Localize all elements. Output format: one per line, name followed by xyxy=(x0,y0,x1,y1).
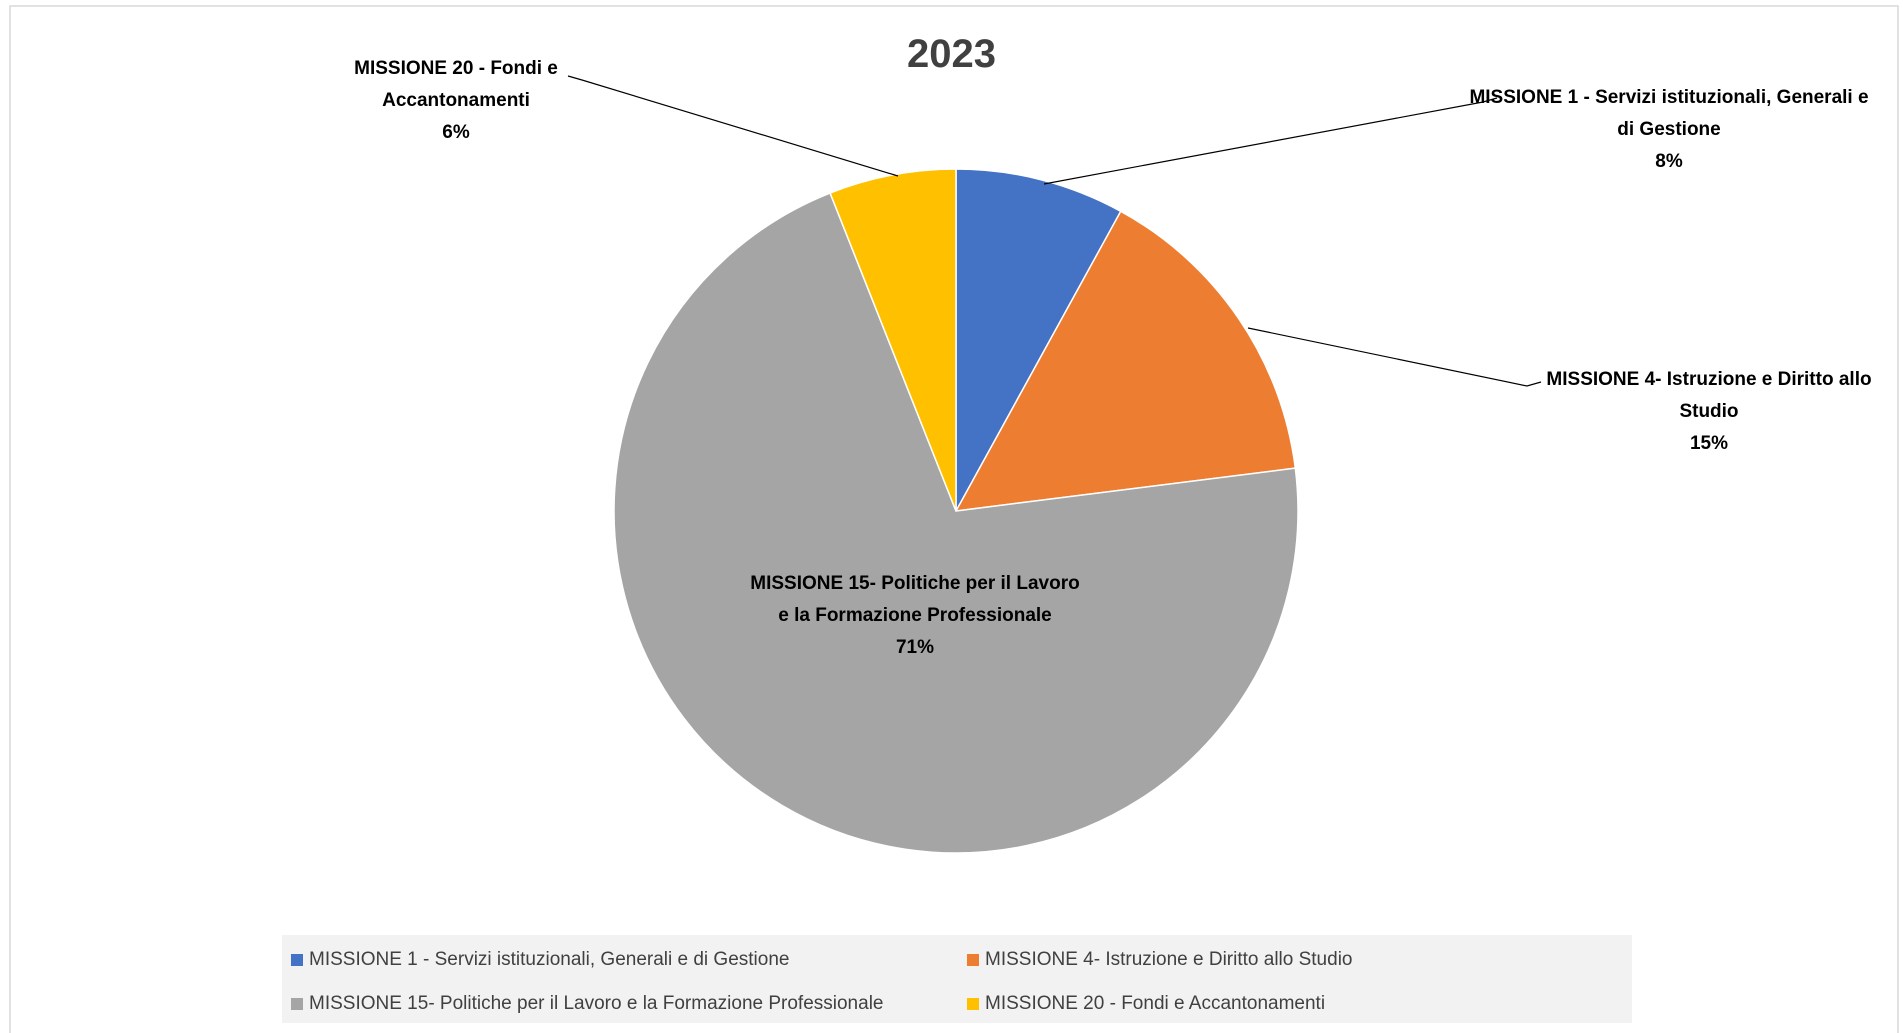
data-label-category: MISSIONE 20 - Fondi e Accantonamenti xyxy=(354,58,558,111)
legend-label: MISSIONE 20 - Fondi e Accantonamenti xyxy=(985,993,1326,1014)
chart-border xyxy=(9,5,1899,1033)
chart-title: 2023 xyxy=(907,32,996,76)
legend-item: MISSIONE 4- Istruzione e Diritto allo St… xyxy=(967,949,1352,971)
pie-slice xyxy=(829,168,957,512)
legend-label: MISSIONE 15- Politiche per il Lavoro e l… xyxy=(309,993,884,1014)
data-label-category: MISSIONE 4- Istruzione e Diritto allo St… xyxy=(1546,369,1872,422)
legend-swatch xyxy=(967,998,979,1010)
data-label-value: 15% xyxy=(1689,433,1729,454)
pie-slice xyxy=(954,210,1297,512)
legend-swatch xyxy=(967,954,979,966)
data-label: MISSIONE 4- Istruzione e Diritto allo St… xyxy=(1529,364,1889,460)
legend-item: MISSIONE 1 - Servizi istituzionali, Gene… xyxy=(291,949,789,971)
legend: MISSIONE 1 - Servizi istituzionali, Gene… xyxy=(282,935,1632,1023)
pie-slice xyxy=(955,168,1122,512)
leader-line xyxy=(567,75,899,177)
data-label-category: MISSIONE 1 - Servizi istituzionali, Gene… xyxy=(1469,87,1869,140)
data-label-value: 8% xyxy=(1655,151,1683,172)
legend-item: MISSIONE 15- Politiche per il Lavoro e l… xyxy=(291,993,883,1015)
data-label-value: 6% xyxy=(442,122,470,143)
data-label: MISSIONE 1 - Servizi istituzionali, Gene… xyxy=(1459,82,1879,178)
pie-slice xyxy=(613,192,1299,854)
legend-label: MISSIONE 4- Istruzione e Diritto allo St… xyxy=(985,949,1353,970)
data-label-value: 71% xyxy=(895,637,935,658)
leader-line xyxy=(1247,327,1542,387)
data-label: MISSIONE 20 - Fondi e Accantonamenti 6% xyxy=(326,53,586,149)
legend-swatch xyxy=(291,954,303,966)
legend-item: MISSIONE 20 - Fondi e Accantonamenti xyxy=(967,993,1325,1015)
data-label: MISSIONE 15- Politiche per il Lavoro e l… xyxy=(745,568,1085,664)
data-label-category: MISSIONE 15- Politiche per il Lavoro e l… xyxy=(750,573,1080,626)
legend-label: MISSIONE 1 - Servizi istituzionali, Gene… xyxy=(309,949,790,970)
legend-swatch xyxy=(291,998,303,1010)
leader-line xyxy=(1043,97,1498,185)
